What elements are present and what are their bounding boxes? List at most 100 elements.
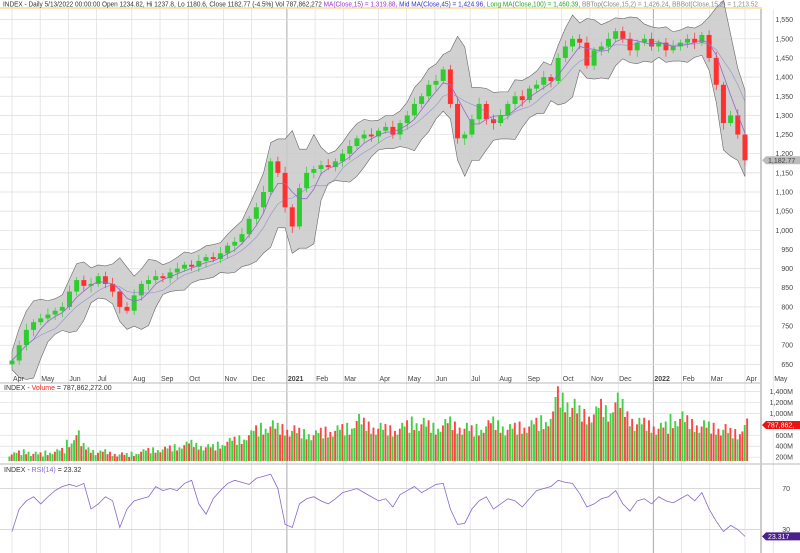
volume-bar <box>698 432 701 461</box>
volume-bar <box>274 428 277 461</box>
x-tick-label: Jul <box>471 376 480 383</box>
last-price-label: 1,182.77 <box>768 158 795 165</box>
x-tick-label: 2021 <box>288 376 304 383</box>
volume-bar <box>267 432 270 461</box>
rsi-tick-label: 70 <box>782 486 790 493</box>
volume-legend: INDEX - Volume = 787,862,272.00 <box>4 385 112 392</box>
candle-body <box>52 310 58 315</box>
volume-bar <box>58 450 61 461</box>
volume-bar <box>41 456 44 461</box>
price-tick-label: 800 <box>781 304 793 311</box>
volume-bar <box>648 420 650 461</box>
volume-bar <box>700 426 703 461</box>
candle-body <box>239 234 245 242</box>
volume-bar <box>353 428 356 461</box>
price-tick-label: 1,400 <box>775 75 793 82</box>
candle-body <box>332 161 338 168</box>
volume-bar <box>178 447 181 461</box>
volume-bar <box>164 446 166 461</box>
volume-bar <box>13 452 16 461</box>
candle-body <box>490 119 496 124</box>
candle-body <box>404 115 410 124</box>
volume-bar <box>475 424 478 461</box>
volume-bar <box>736 439 739 461</box>
bollinger-band-area <box>11 0 746 380</box>
volume-bar <box>473 436 476 461</box>
volume-bar <box>279 434 281 461</box>
volume-bar <box>580 421 583 461</box>
candle-body <box>526 88 532 101</box>
volume-bar <box>602 416 605 461</box>
volume-bar <box>727 433 729 461</box>
volume-bar <box>180 448 183 461</box>
volume-bar <box>336 425 339 461</box>
volume-bar <box>576 413 579 461</box>
volume-bar <box>77 430 80 461</box>
candle-body <box>483 103 489 120</box>
candle-body <box>440 69 446 81</box>
candle-body <box>634 42 640 51</box>
candle-body <box>598 46 604 51</box>
volume-bar <box>561 392 564 461</box>
volume-bar <box>39 452 42 461</box>
x-tick-label: Feb <box>316 376 328 383</box>
volume-bar <box>30 456 32 461</box>
candle-body <box>390 126 396 135</box>
x-tick-label: Sep <box>161 376 174 383</box>
candle-body <box>505 103 511 116</box>
candle-body <box>656 42 662 47</box>
volume-bar <box>655 434 658 461</box>
rsi-badge <box>762 532 800 541</box>
volume-bar <box>425 426 428 461</box>
volume-bar <box>255 425 258 461</box>
volume-bar <box>516 434 519 461</box>
candle-body <box>735 115 741 135</box>
volume-bar <box>604 405 607 461</box>
volume-bar <box>300 438 303 461</box>
price-tick-label: 1,200 <box>775 151 793 158</box>
volume-bar <box>444 419 447 461</box>
candle-body <box>124 306 130 311</box>
volume-bar <box>746 418 749 461</box>
candle-body <box>570 38 576 47</box>
volume-bar <box>542 429 545 461</box>
volume-bar <box>257 436 260 461</box>
volume-tick-label: 1,200M <box>770 400 794 407</box>
candle-body <box>38 318 44 323</box>
volume-bar <box>626 411 629 461</box>
price-tick-label: 950 <box>781 247 793 254</box>
price-tick-label: 1,100 <box>775 190 793 197</box>
volume-bar <box>286 429 289 461</box>
candle-body <box>519 96 525 101</box>
candle-body <box>160 276 166 279</box>
candle-body <box>577 38 583 43</box>
candle-body <box>742 134 748 161</box>
candle-body <box>110 283 116 292</box>
volume-bar <box>224 445 226 461</box>
price-tick-label: 1,500 <box>775 36 793 43</box>
volume-bar <box>487 420 490 461</box>
volume-bar <box>556 386 559 461</box>
volume-bar <box>128 456 131 461</box>
volume-bar <box>173 444 176 461</box>
header-bbtop: BBTop(Close,15,2) = 1,426.24, <box>582 2 670 9</box>
volume-bar <box>513 422 516 461</box>
volume-bar <box>34 451 37 461</box>
volume-bar <box>370 433 373 461</box>
candle-body <box>584 42 590 66</box>
volume-bar <box>693 431 696 461</box>
volume-bar <box>544 422 547 461</box>
volume-tick-label: 400M <box>775 444 793 451</box>
volume-bar <box>360 424 363 461</box>
candle-body <box>347 146 353 154</box>
volume-bar <box>683 422 686 461</box>
candle-body <box>9 360 15 365</box>
volume-bar <box>240 443 243 461</box>
volume-bar <box>461 434 464 461</box>
rsi-legend: INDEX - RSI(14) = 23.32 <box>4 467 81 474</box>
volume-bar <box>87 447 90 461</box>
rsi-tick-label: 30 <box>782 527 790 534</box>
ma-line <box>11 38 746 361</box>
candle-body <box>562 46 568 58</box>
volume-bar <box>259 422 262 461</box>
